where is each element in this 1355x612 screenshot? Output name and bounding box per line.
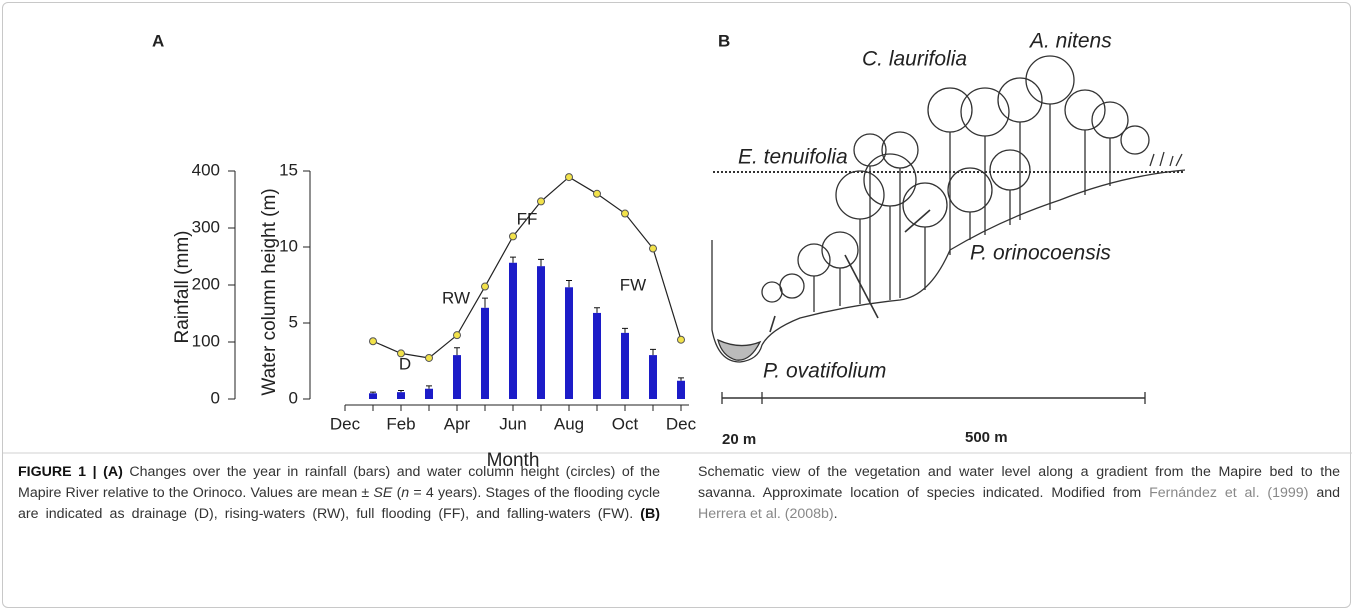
- y2-tick-label: 0: [289, 388, 298, 407]
- x-tick-label: Oct: [612, 414, 639, 433]
- species-label: P. orinocoensis: [970, 242, 1111, 265]
- error-bar: [650, 349, 656, 355]
- error-bar: [370, 392, 376, 393]
- bar: [565, 287, 573, 399]
- bar: [649, 355, 657, 399]
- error-bar: [594, 308, 600, 313]
- bar: [677, 381, 685, 399]
- scale-label: 500 m: [965, 429, 1008, 446]
- panel-label: B: [718, 31, 730, 50]
- x-tick-label: Feb: [386, 414, 415, 433]
- error-bar: [622, 328, 628, 333]
- caption-marker: (B): [640, 506, 660, 522]
- bar: [593, 313, 601, 399]
- marker: [454, 332, 461, 339]
- y2-tick-label: 15: [279, 160, 298, 179]
- bar: [621, 333, 629, 399]
- annotation: FW: [620, 275, 646, 294]
- x-tick-label: Dec: [330, 414, 361, 433]
- caption-label: FIGURE 1 |: [18, 464, 97, 480]
- species-label: P. ovatifolium: [763, 360, 886, 383]
- caption-text: and: [1316, 485, 1340, 501]
- x-tick-label: Jun: [499, 414, 526, 433]
- error-bar: [566, 280, 572, 287]
- bar: [425, 389, 433, 399]
- line: [373, 177, 681, 358]
- y2-axis-title: Water column height (m): [259, 188, 280, 395]
- error-bar: [454, 348, 460, 355]
- marker: [678, 336, 685, 343]
- bar: [481, 308, 489, 399]
- marker: [650, 245, 657, 252]
- caption-reference[interactable]: Herrera et al. (2008b): [698, 506, 834, 522]
- bar: [453, 355, 461, 399]
- marker: [426, 354, 433, 361]
- x-tick-label: Apr: [444, 414, 471, 433]
- caption-text: SE: [373, 485, 392, 501]
- error-bar: [482, 298, 488, 308]
- marker: [370, 338, 377, 345]
- caption-marker: (A): [103, 464, 123, 480]
- error-bar: [538, 259, 544, 266]
- vegetation-schematic: [712, 56, 1185, 404]
- y2-tick-label: 10: [279, 236, 298, 255]
- caption-reference[interactable]: Fernández et al. (1999): [1149, 485, 1308, 501]
- y-tick-label: 0: [211, 388, 220, 407]
- x-tick-label: Aug: [554, 414, 584, 433]
- marker: [398, 350, 405, 357]
- x-tick-label: Dec: [666, 414, 697, 433]
- bar: [509, 263, 517, 399]
- y2-tick-label: 5: [289, 312, 298, 331]
- bar: [369, 393, 377, 399]
- species-label: C. laurifolia: [862, 48, 967, 71]
- marker: [538, 198, 545, 205]
- marker: [482, 283, 489, 290]
- marker: [566, 174, 573, 181]
- y-tick-label: 400: [192, 160, 220, 179]
- marker: [510, 233, 517, 240]
- panel-label: A: [152, 31, 164, 50]
- species-label: E. tenuifolia: [738, 146, 848, 169]
- bar: [397, 392, 405, 399]
- bar: [537, 266, 545, 399]
- error-bar: [426, 386, 432, 389]
- y-tick-label: 100: [192, 331, 220, 350]
- figure-caption: FIGURE 1 | (A) Changes over the year in …: [18, 462, 1340, 525]
- error-bar: [510, 257, 516, 263]
- species-label: A. nitens: [1028, 30, 1112, 53]
- marker: [622, 210, 629, 217]
- error-bar: [678, 378, 684, 381]
- marker: [594, 190, 601, 197]
- y-axis-title: Rainfall (mm): [172, 231, 193, 344]
- caption-text: .: [834, 506, 838, 522]
- y-tick-label: 200: [192, 274, 220, 293]
- annotation: RW: [442, 288, 470, 307]
- caption-text: n: [401, 485, 409, 501]
- y-tick-label: 300: [192, 217, 220, 236]
- scale-label: 20 m: [722, 431, 756, 448]
- error-bar: [398, 390, 404, 392]
